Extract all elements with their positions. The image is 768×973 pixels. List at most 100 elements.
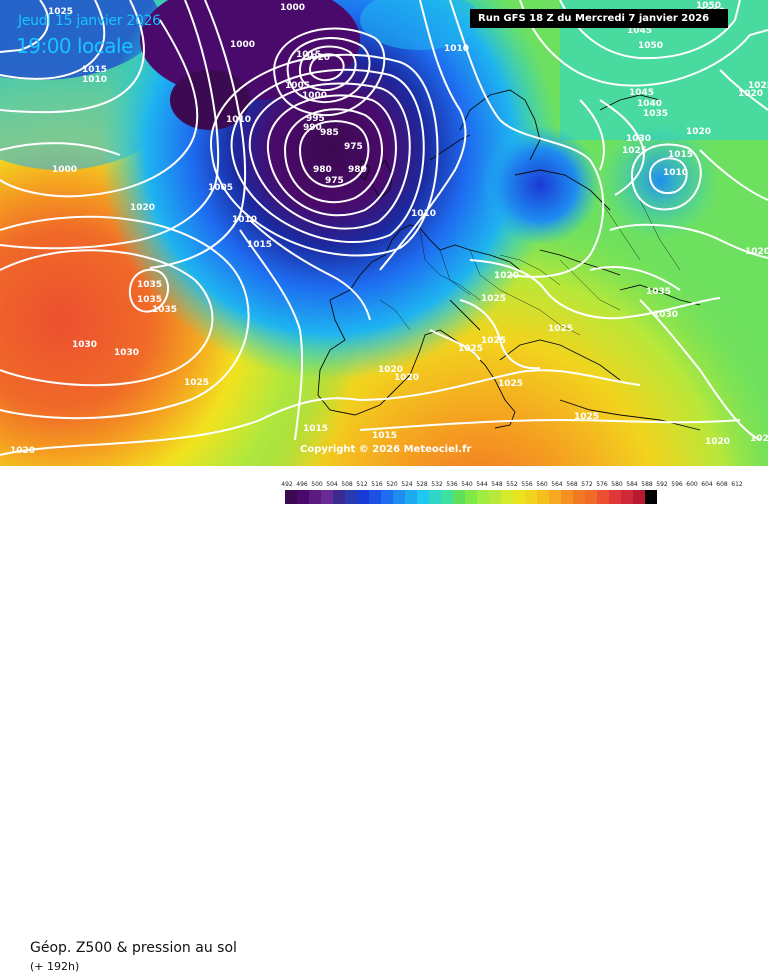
scale-tick-label: 552 bbox=[506, 481, 518, 488]
parameter-label: Géop. Z500 & pression au sol bbox=[30, 940, 237, 956]
isobar-label: 1000 bbox=[52, 165, 77, 175]
isobar-label: 1030 bbox=[72, 340, 97, 350]
isobar-label: 990 bbox=[303, 123, 322, 133]
isobar-label: 1045 bbox=[627, 26, 652, 36]
forecast-date: Jeudi 15 janvier 2026 bbox=[18, 13, 161, 29]
scale-tick-label: 572 bbox=[581, 481, 593, 488]
isobar-label: 1025 bbox=[481, 294, 506, 304]
isobar-label: 1025 bbox=[184, 378, 209, 388]
scale-swatch bbox=[609, 490, 621, 504]
isobar-label: 1035 bbox=[646, 287, 671, 297]
isobar-label: 1005 bbox=[285, 81, 310, 91]
isobar-label: 1000 bbox=[302, 91, 327, 101]
legend-footer: Géop. Z500 & pression au sol (+ 192h) bbox=[0, 466, 768, 973]
scale-tick-label: 584 bbox=[626, 481, 638, 488]
scale-swatch bbox=[285, 490, 297, 504]
scale-swatch bbox=[441, 490, 453, 504]
scale-tick-label: 532 bbox=[431, 481, 443, 488]
isobar-label: 1020 bbox=[494, 271, 519, 281]
isobar-label: 1040 bbox=[637, 99, 662, 109]
scale-tick-label: 600 bbox=[686, 481, 698, 488]
scale-swatch bbox=[369, 490, 381, 504]
forecast-hour-label: (+ 192h) bbox=[30, 960, 80, 973]
forecast-time: 19:00 locale bbox=[16, 34, 133, 58]
scale-swatch bbox=[573, 490, 585, 504]
isobar-label: 1010 bbox=[663, 168, 688, 178]
scale-tick-label: 548 bbox=[491, 481, 503, 488]
scale-swatch bbox=[309, 490, 321, 504]
scale-tick-label: 564 bbox=[551, 481, 563, 488]
isobar-label: 1020 bbox=[10, 446, 35, 456]
scale-swatch bbox=[585, 490, 597, 504]
scale-tick-label: 528 bbox=[416, 481, 428, 488]
isobar-label: 1015 bbox=[668, 150, 693, 160]
scale-tick-label: 520 bbox=[386, 481, 398, 488]
scale-swatch bbox=[621, 490, 633, 504]
isobar-label: 980 bbox=[348, 165, 367, 175]
scale-tick-label: 504 bbox=[326, 481, 338, 488]
scale-swatch bbox=[489, 490, 501, 504]
scale-tick-label: 576 bbox=[596, 481, 608, 488]
isobar-label: 1015 bbox=[296, 50, 321, 60]
scale-tick-label: 588 bbox=[641, 481, 653, 488]
isobar-label: 1030 bbox=[114, 348, 139, 358]
scale-tick-label: 540 bbox=[461, 481, 473, 488]
isobar-label: 985 bbox=[320, 128, 339, 138]
scale-swatch bbox=[501, 490, 513, 504]
scale-tick-label: 516 bbox=[371, 481, 383, 488]
isobar-label: 1025 bbox=[748, 81, 768, 91]
isobar-label: 1005 bbox=[208, 183, 233, 193]
coastlines bbox=[317, 89, 701, 431]
scale-swatch bbox=[633, 490, 645, 504]
copyright: Copyright © 2026 Meteociel.fr bbox=[300, 444, 472, 455]
scale-swatch bbox=[549, 490, 561, 504]
isobar-label: 1015 bbox=[82, 65, 107, 75]
scale-swatch bbox=[333, 490, 345, 504]
scale-swatch bbox=[297, 490, 309, 504]
isobar-label: 1000 bbox=[230, 40, 255, 50]
isobar-label: 1030 bbox=[653, 310, 678, 320]
isobar-label: 1010 bbox=[444, 44, 469, 54]
isobar-label: 995 bbox=[306, 114, 325, 124]
scale-swatch bbox=[513, 490, 525, 504]
isobar-label: 1025 bbox=[458, 344, 483, 354]
isobar-label: 1020 bbox=[378, 365, 403, 375]
geopotential-field: 1025 100010001010101510151020100510001010… bbox=[0, 0, 768, 466]
scale-swatch bbox=[417, 490, 429, 504]
scale-swatch bbox=[645, 490, 657, 504]
isobar-label: 1030 bbox=[626, 134, 651, 144]
isobar-label: 1020 bbox=[705, 437, 730, 447]
isobar-label: 1050 bbox=[638, 41, 663, 51]
isobar-label: 1015 bbox=[247, 240, 272, 250]
scale-tick-label: 536 bbox=[446, 481, 458, 488]
isobar-label: 1020 bbox=[394, 373, 419, 383]
isobar-label: 1025 bbox=[548, 324, 573, 334]
isobar-label: 1035 bbox=[152, 305, 177, 315]
scale-tick-label: 492 bbox=[281, 481, 293, 488]
color-scale-bar bbox=[285, 490, 657, 504]
scale-tick-label: 512 bbox=[356, 481, 368, 488]
isobar-label: 975 bbox=[344, 142, 363, 152]
isobar-label-layer: 1025 100010001010101510151020100510001010… bbox=[10, 1, 768, 456]
isobar-label: 1020 bbox=[738, 89, 763, 99]
isobar-label: 1035 bbox=[137, 295, 162, 305]
isobar-label: 1010 bbox=[232, 215, 257, 225]
scale-swatch bbox=[429, 490, 441, 504]
scale-swatch bbox=[465, 490, 477, 504]
scale-tick-label: 556 bbox=[521, 481, 533, 488]
scale-swatch bbox=[561, 490, 573, 504]
isobar-label: 975 bbox=[325, 176, 344, 186]
scale-swatch bbox=[597, 490, 609, 504]
isobar-label: 1000 bbox=[280, 3, 305, 13]
scale-tick-label: 596 bbox=[671, 481, 683, 488]
isobar-label: 1045 bbox=[629, 88, 654, 98]
isobar-label: 980 bbox=[313, 165, 332, 175]
scale-swatch bbox=[477, 490, 489, 504]
isobar-label: 1020 bbox=[305, 53, 330, 63]
isobar-label: 1020 bbox=[130, 203, 155, 213]
scale-swatch bbox=[381, 490, 393, 504]
isobar-label: 1050 bbox=[696, 1, 721, 11]
scale-tick-label: 608 bbox=[716, 481, 728, 488]
scale-tick-label: 524 bbox=[401, 481, 413, 488]
